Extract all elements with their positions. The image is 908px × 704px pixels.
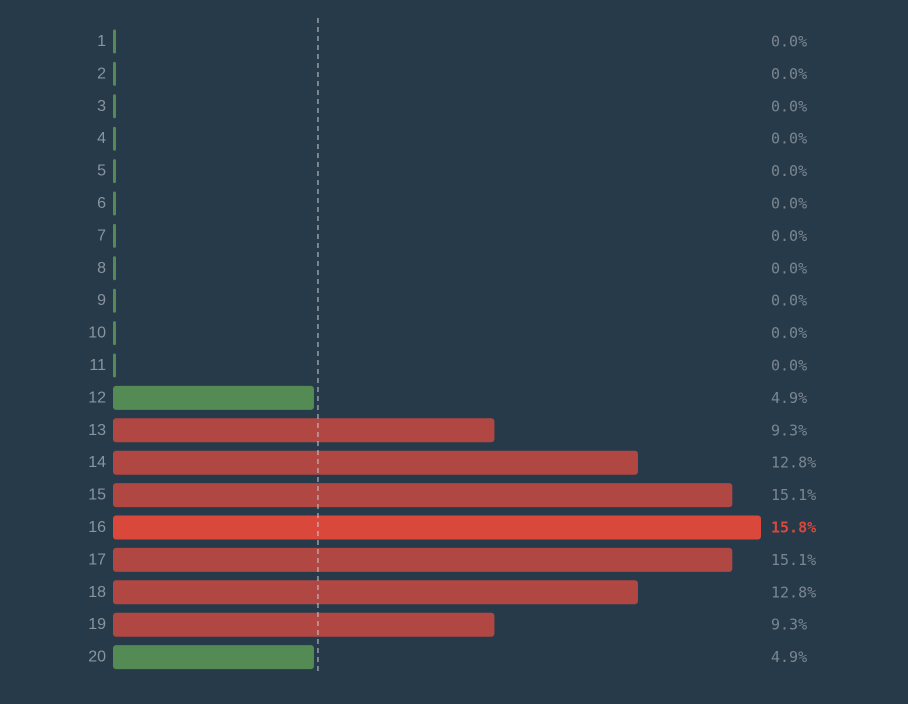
category-label-11: 11 [89,357,106,374]
bar-11 [113,353,116,378]
bar-17 [113,547,733,572]
bar-10 [113,321,116,346]
category-label-12: 12 [88,389,106,406]
category-label-13: 13 [88,422,106,439]
category-label-17: 17 [88,551,106,568]
value-label-10: 0.0% [771,324,807,342]
value-label-2: 0.0% [771,65,807,83]
bar-15 [113,483,733,508]
category-label-14: 14 [88,454,106,471]
value-label-1: 0.0% [771,33,807,51]
value-label-15: 15.1% [771,486,816,504]
category-label-4: 4 [97,130,106,147]
value-label-6: 0.0% [771,195,807,213]
value-label-20: 4.9% [771,648,807,666]
value-label-11: 0.0% [771,357,807,375]
category-label-3: 3 [97,98,106,115]
category-label-2: 2 [97,65,106,82]
category-label-18: 18 [88,584,106,601]
bar-16 [113,515,761,540]
value-label-5: 0.0% [771,162,807,180]
bar-8 [113,256,116,281]
bar-1 [113,29,116,54]
bars-layer [113,29,761,670]
category-label-16: 16 [88,519,106,536]
bar-3 [113,94,116,119]
category-label-5: 5 [97,163,106,180]
value-label-4: 0.0% [771,130,807,148]
bar-5 [113,159,116,184]
category-label-8: 8 [97,260,106,277]
bar-13 [113,418,495,443]
value-label-18: 12.8% [771,583,816,601]
category-label-1: 1 [97,33,106,50]
category-label-7: 7 [97,227,106,244]
value-label-8: 0.0% [771,259,807,277]
bar-2 [113,61,116,86]
bar-7 [113,223,116,248]
value-label-14: 12.8% [771,454,816,472]
bar-4 [113,126,116,151]
value-label-3: 0.0% [771,97,807,115]
value-label-12: 4.9% [771,389,807,407]
labels-layer: 1 0.0% 2 0.0% 3 0.0% 4 0.0% 5 0.0% 6 0.0% 7 0.0% 8 0.0%… [88,33,816,667]
bar-14 [113,450,638,475]
value-label-13: 9.3% [771,421,807,439]
bar-19 [113,612,495,637]
category-label-9: 9 [97,292,106,309]
value-label-19: 9.3% [771,616,807,634]
value-label-7: 0.0% [771,227,807,245]
bar-20 [113,645,314,670]
category-label-20: 20 [88,649,106,666]
category-label-15: 15 [88,487,106,504]
category-label-19: 19 [88,616,106,633]
bar-9 [113,288,116,313]
category-label-6: 6 [97,195,106,212]
bar-18 [113,580,638,605]
value-label-9: 0.0% [771,292,807,310]
bar-6 [113,191,116,216]
category-label-10: 10 [88,325,106,342]
value-label-17: 15.1% [771,551,816,569]
value-label-16: 15.8% [771,519,816,537]
bar-12 [113,385,314,410]
